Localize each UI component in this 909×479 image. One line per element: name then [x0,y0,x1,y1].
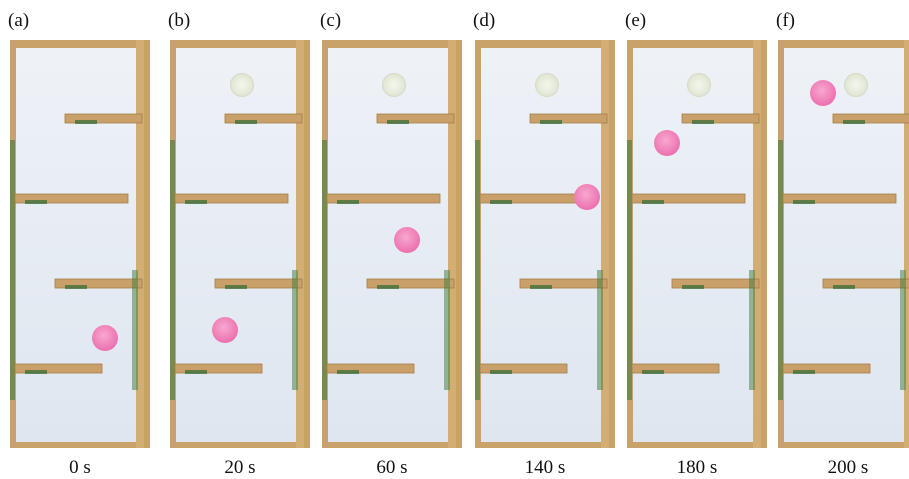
time-label: 200 s [828,457,869,478]
tape [322,140,327,400]
tape-mark [337,370,359,374]
time-label: 20 s [224,457,255,478]
photo-panel [10,40,150,448]
time-label: 180 s [677,457,718,478]
plate [16,48,136,442]
plate [481,48,601,442]
tape-mark [642,370,664,374]
tape-text [749,270,755,390]
tape-mark [25,200,47,204]
tape-text [444,270,450,390]
figure: (a) 0 s (b) 20 s (c) 60 s (d) 140 s (e) 180 s (f) 2… [0,0,909,479]
tape-mark [377,285,399,289]
tape-text [597,270,603,390]
photo-panel [322,40,462,448]
tape-mark [65,285,87,289]
panel-label: (f) [776,10,795,31]
pink-droplet [394,227,420,253]
plate [633,48,753,442]
pink-droplet [92,325,118,351]
tape-mark [185,370,207,374]
photo-panel [778,40,909,448]
tape-mark [235,120,257,124]
tape-mark [793,370,815,374]
tape-text [292,270,298,390]
plate [328,48,448,442]
tape-mark [490,370,512,374]
clear-droplet [535,73,559,97]
pink-droplet [654,130,680,156]
tape-mark [225,285,247,289]
time-label: 0 s [69,457,91,478]
tape-mark [793,200,815,204]
panel-label: (c) [320,10,341,31]
tape-mark [642,200,664,204]
tape-text [132,270,138,390]
tape-mark [337,200,359,204]
tape [627,140,632,400]
panel-label: (a) [8,10,29,31]
tape-mark [682,285,704,289]
photo-panel [170,40,310,448]
time-label: 60 s [376,457,407,478]
panel-label: (e) [625,10,646,31]
clear-droplet [844,73,868,97]
tape [475,140,480,400]
tape [170,140,175,400]
tape-mark [25,370,47,374]
tape-mark [540,120,562,124]
pink-droplet [212,317,238,343]
clear-droplet [687,73,711,97]
pink-droplet [810,80,836,106]
clear-droplet [382,73,406,97]
tape-mark [387,120,409,124]
tape [10,140,15,400]
panel-label: (b) [168,10,190,31]
tape-mark [843,120,865,124]
tape-mark [530,285,552,289]
tape-text [900,270,906,390]
panel-label: (d) [473,10,495,31]
photo-panel [627,40,767,448]
pink-droplet [574,184,600,210]
tape-mark [75,120,97,124]
time-label: 140 s [525,457,566,478]
tape-mark [185,200,207,204]
tape-mark [833,285,855,289]
photo-panel [475,40,615,448]
clear-droplet [230,73,254,97]
tape-mark [490,200,512,204]
tape [778,140,783,400]
plate [176,48,296,442]
plate [784,48,904,442]
tape-mark [692,120,714,124]
